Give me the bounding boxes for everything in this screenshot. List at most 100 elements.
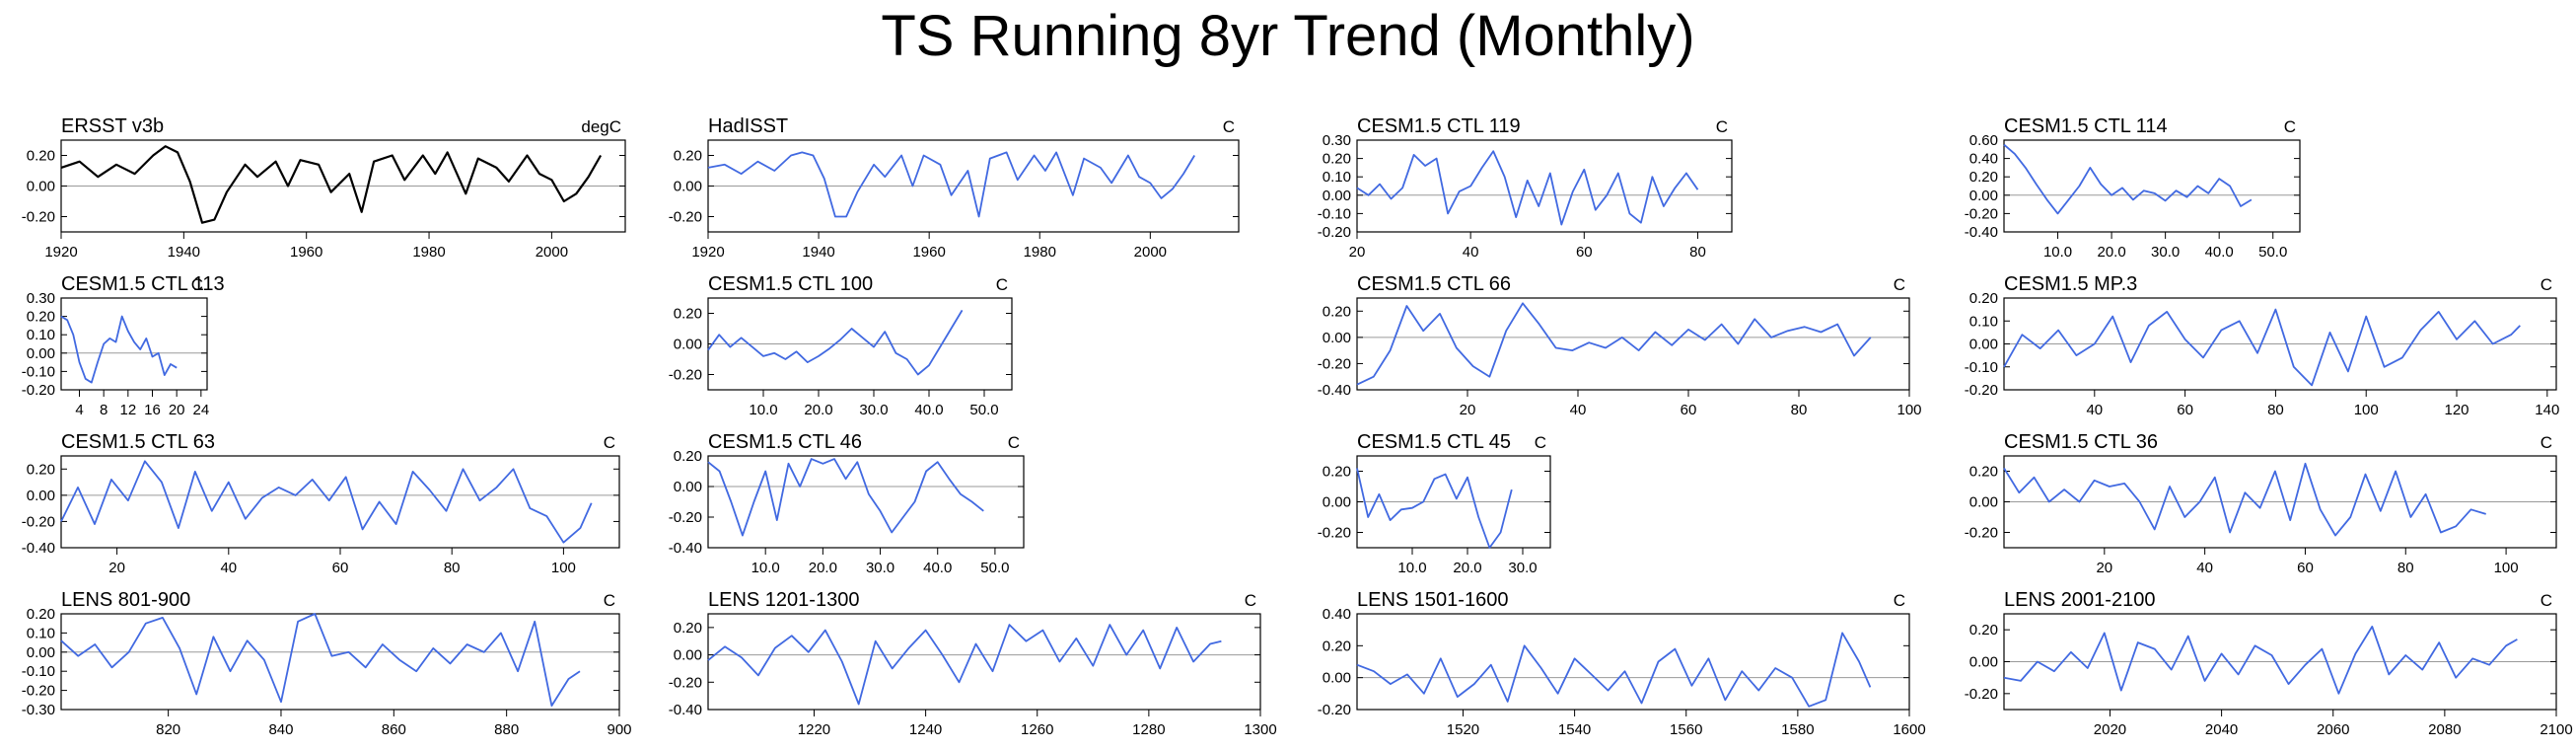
y-tick-label: -0.20 <box>1318 525 1351 542</box>
panel-7: CESM1.5 MP.3 C 0.20 0.10 0.00 -0.10 -0.20 40 60 8… <box>1965 273 2560 418</box>
x-tick-label: 2020 <box>2094 721 2126 738</box>
y-tick-label: 0.10 <box>1323 169 1351 186</box>
panel-title: CESM1.5 CTL 100 <box>708 273 873 295</box>
y-tick-label: 0.20 <box>674 148 702 165</box>
panel-units: C <box>1894 275 1905 294</box>
y-tick-label: 0.30 <box>1323 132 1351 149</box>
y-tick-label: -0.10 <box>1318 205 1351 222</box>
series-line-0 <box>1356 150 1699 226</box>
x-tick-label: 1520 <box>1447 721 1479 738</box>
y-tick-label: -0.20 <box>1965 686 1998 703</box>
x-tick-label: 40.0 <box>923 560 952 576</box>
x-tick-label: 120 <box>2445 402 2469 418</box>
panel-frame <box>707 613 1261 711</box>
x-tick-label: 10.0 <box>2043 244 2072 261</box>
x-tick-label: 2080 <box>2428 721 2461 738</box>
y-tick-label: 0.00 <box>1323 188 1351 204</box>
panel-5: CESM1.5 CTL 100 C 0.20 0.00 -0.20 10.0 20.0 30.… <box>669 273 1013 418</box>
x-tick-label: 40 <box>2196 560 2213 576</box>
y-tick-label: 0.00 <box>1323 670 1351 687</box>
y-tick-label: 0.20 <box>1969 464 1998 481</box>
y-tick-label: -0.20 <box>22 209 55 226</box>
x-tick-label: 100 <box>2494 560 2519 576</box>
y-tick-label: -0.10 <box>22 663 55 680</box>
panel-units: C <box>2284 117 2296 136</box>
y-tick-label: -0.40 <box>669 702 702 718</box>
y-tick-label: -0.20 <box>1318 702 1351 718</box>
panel-frame <box>1356 297 1910 391</box>
y-tick-label: -0.40 <box>22 540 55 557</box>
x-tick-label: 60 <box>1681 402 1697 418</box>
y-tick-label: 0.00 <box>1969 494 1998 511</box>
panel-units: C <box>1008 433 1020 452</box>
x-tick-label: 2060 <box>2317 721 2349 738</box>
series-line-0 <box>60 613 581 707</box>
panel-units: C <box>2540 591 2552 610</box>
y-tick-label: 0.10 <box>1969 313 1998 330</box>
y-tick-label: 0.20 <box>1969 290 1998 307</box>
panel-frame <box>60 455 620 549</box>
x-tick-label: 30.0 <box>2151 244 2180 261</box>
x-tick-label: 30.0 <box>866 560 894 576</box>
panel-units: C <box>1535 433 1546 452</box>
y-tick-label: 0.00 <box>27 179 55 195</box>
y-tick-label: 0.20 <box>1969 622 1998 638</box>
y-tick-label: -0.20 <box>1965 205 1998 222</box>
x-tick-label: 2000 <box>1134 244 1167 261</box>
panel-title: CESM1.5 CTL 36 <box>2004 431 2158 453</box>
x-tick-label: 1540 <box>1558 721 1591 738</box>
series-line-0 <box>2003 462 2486 537</box>
x-tick-label: 60 <box>2177 402 2193 418</box>
panel-title: CESM1.5 CTL 63 <box>61 431 215 453</box>
y-tick-label: -0.40 <box>1965 224 1998 241</box>
x-tick-label: 1940 <box>168 244 200 261</box>
series-line-0 <box>707 151 1195 218</box>
x-tick-label: 24 <box>192 402 209 418</box>
panel-frame <box>1356 613 1910 711</box>
panel-title: LENS 1201-1300 <box>708 589 859 611</box>
x-tick-label: 20.0 <box>1453 560 1481 576</box>
x-tick-label: 840 <box>268 721 293 738</box>
series-line-0 <box>707 458 984 537</box>
panel-units: C <box>1223 117 1235 136</box>
x-tick-label: 20 <box>169 402 185 418</box>
y-tick-label: 0.40 <box>1323 606 1351 623</box>
panel-12: LENS 801-900 C 0.20 0.10 0.00 -0.10 -0.20 -0.30… <box>22 589 632 738</box>
x-tick-label: 1600 <box>1893 721 1925 738</box>
x-tick-label: 880 <box>494 721 519 738</box>
x-tick-label: 40 <box>220 560 237 576</box>
panel-frame <box>60 297 208 391</box>
x-tick-label: 80 <box>2267 402 2284 418</box>
panel-title: LENS 801-900 <box>61 589 190 611</box>
y-tick-label: 0.10 <box>27 327 55 343</box>
x-tick-label: 100 <box>1896 402 1921 418</box>
x-tick-label: 80 <box>2397 560 2414 576</box>
x-tick-label: 1560 <box>1670 721 1702 738</box>
y-tick-label: 0.00 <box>674 337 702 353</box>
panel-units: C <box>604 433 615 452</box>
x-tick-label: 4 <box>75 402 83 418</box>
x-tick-label: 1580 <box>1781 721 1814 738</box>
x-tick-label: 30.0 <box>1508 560 1537 576</box>
y-tick-label: 0.30 <box>27 290 55 307</box>
series-line-0 <box>1356 302 1872 386</box>
y-tick-label: 0.60 <box>1969 132 1998 149</box>
y-tick-label: -0.20 <box>669 209 702 226</box>
panel-title: LENS 1501-1600 <box>1357 589 1508 611</box>
y-tick-label: 0.10 <box>27 625 55 641</box>
panel-frame <box>707 455 1025 549</box>
x-tick-label: 20 <box>108 560 125 576</box>
x-tick-label: 1940 <box>802 244 834 261</box>
x-tick-label: 1980 <box>1024 244 1056 261</box>
panel-title: CESM1.5 CTL 46 <box>708 431 862 453</box>
panel-units: C <box>1894 591 1905 610</box>
x-tick-label: 1980 <box>412 244 445 261</box>
y-tick-label: 0.00 <box>1323 494 1351 511</box>
panel-2: CESM1.5 CTL 119 C 0.30 0.200.10 0.00-0.10 -0.… <box>1318 115 1733 261</box>
x-tick-label: 1960 <box>290 244 322 261</box>
panel-14: LENS 1501-1600 C 0.40 0.20 0.00 -0.20 1520 1540… <box>1318 589 1926 738</box>
y-tick-label: 0.20 <box>1323 303 1351 320</box>
x-tick-label: 60 <box>1576 244 1593 261</box>
y-tick-label: 0.20 <box>27 309 55 326</box>
